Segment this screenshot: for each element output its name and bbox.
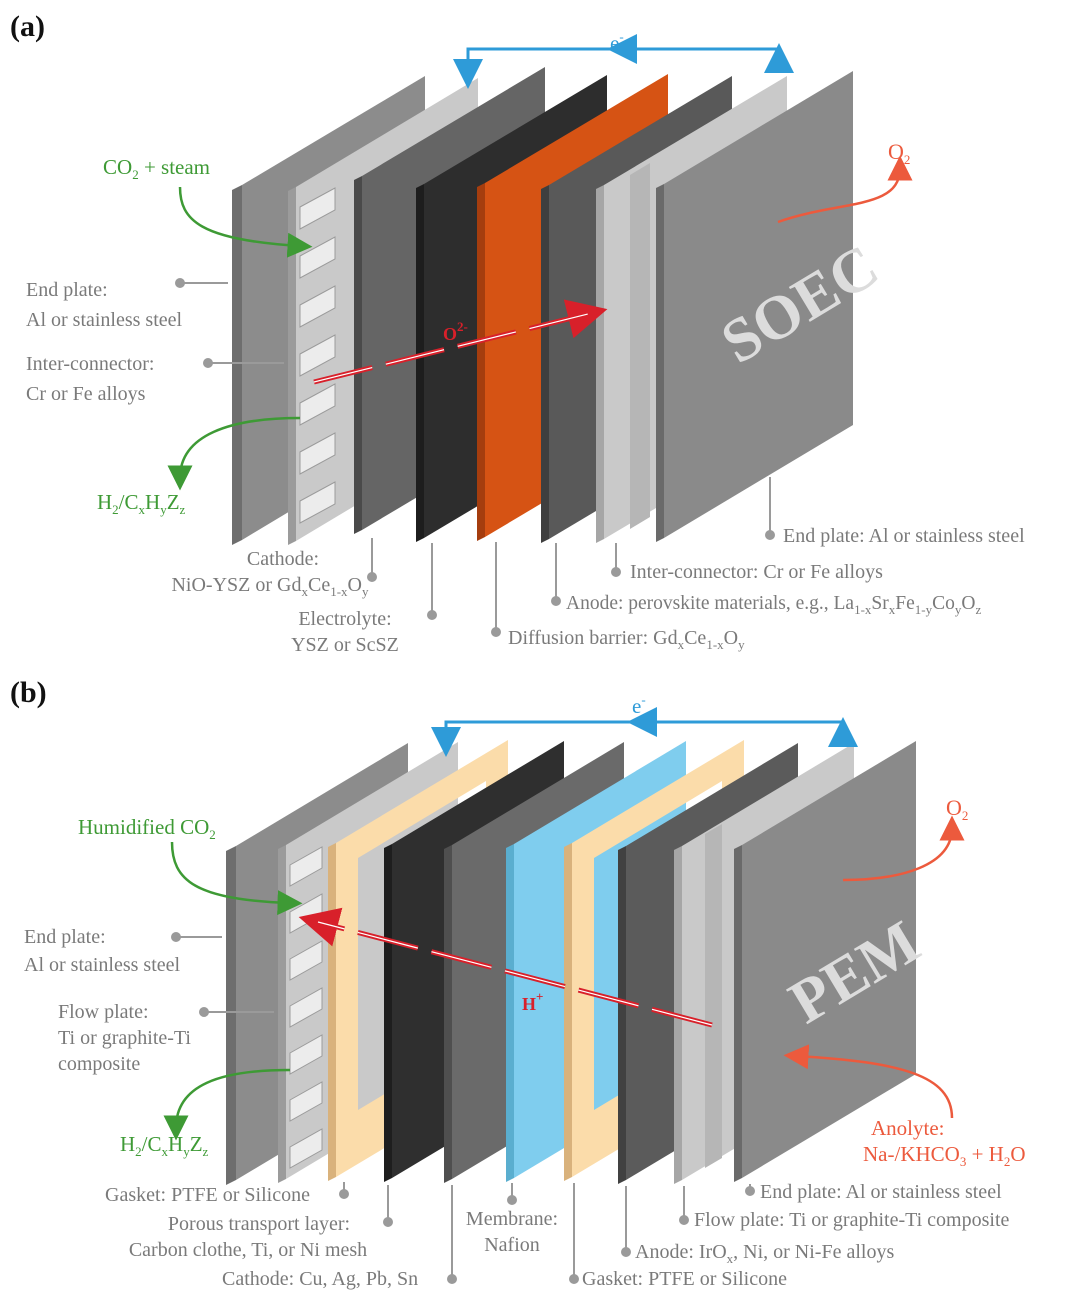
pem-ion-label: H+ [522, 989, 544, 1014]
soec-product-label: H2/CxHyZz [97, 490, 186, 517]
soec-electron-label: e- [610, 29, 624, 55]
pem-flow-plate-right-label: Flow plate: Ti or graphite-Ti composite [694, 1209, 1010, 1231]
soec-stack: SOEC [167, 34, 913, 637]
soec-end-plate-right [664, 71, 853, 538]
soec-cathode-label: Cathode: NiO-YSZ or GdxCe1-xOy [171, 548, 369, 599]
panel-a-tag: (a) [10, 10, 45, 43]
pem-end-plate-label: End plate: Al or stainless steel [24, 926, 181, 976]
soec-anode-label: Anode: perovskite materials, e.g., La1-x… [566, 593, 982, 617]
panel-b-tag: (b) [10, 676, 47, 709]
pem-ptl-label: Porous transport layer: Carbon clothe, T… [128, 1213, 368, 1261]
soec-end-plate-label: End plate: Al or stainless steel [26, 279, 183, 331]
pem-oxygen-label: O2 [946, 795, 969, 824]
soec-interconnector-right-label: Inter-connector: Cr or Fe alloys [630, 561, 883, 583]
soec-feed-label: CO2 + steam [103, 155, 211, 182]
soec-ion-label: O2- [443, 319, 468, 344]
pem-anolyte-label: Anolyte: Na-/KHCO3 + H2O [863, 1116, 1026, 1169]
soec-end-plate-right-label: End plate: Al or stainless steel [783, 525, 1025, 547]
pem-cathode-label: Cathode: Cu, Ag, Pb, Sn [222, 1268, 419, 1290]
pem-feed-label: Humidified CO2 [78, 815, 216, 842]
pem-membrane-label: Membrane: Nafion [465, 1208, 559, 1256]
pem-flow-plate-label: Flow plate: Ti or graphite-Ti composite [58, 1001, 191, 1075]
pem-gasket-right-label: Gasket: PTFE or Silicone [582, 1268, 787, 1290]
soec-oxygen-label: O2 [888, 139, 911, 168]
soec-channel-ribs [299, 187, 336, 524]
soec-electrolyte-label: Electrolyte: YSZ or ScSZ [291, 608, 399, 656]
soec-diffusion-barrier-label: Diffusion barrier: GdxCe1-xOy [508, 627, 745, 652]
soec-interconnector-label: Inter-connector: Cr or Fe alloys [26, 353, 155, 405]
pem-gasket-left-label: Gasket: PTFE or Silicone [105, 1184, 310, 1206]
pem-stack: PEM [163, 707, 965, 1284]
pem-end-plate-right-label: End plate: Al or stainless steel [760, 1181, 1002, 1203]
pem-electron-label: e- [632, 692, 646, 718]
pem-anode-label: Anode: IrOx, Ni, or Ni-Fe alloys [635, 1241, 895, 1266]
pem-product-label: H2/CxHyZz [120, 1132, 209, 1159]
